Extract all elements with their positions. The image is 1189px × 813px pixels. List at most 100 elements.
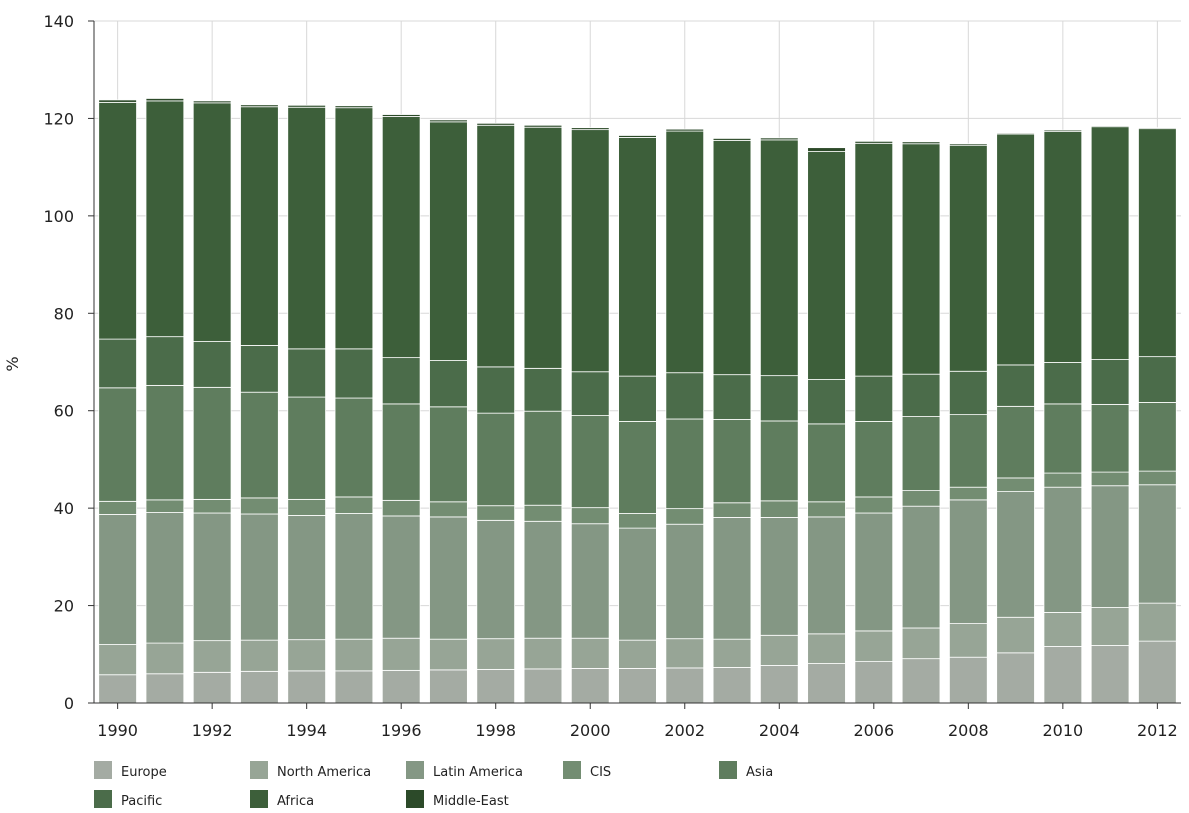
legend-item-north-america: North America bbox=[250, 761, 371, 780]
bar-stack-1996 bbox=[381, 114, 421, 704]
bar-segment bbox=[145, 100, 185, 338]
bar-stack-2002 bbox=[665, 128, 705, 704]
bar-segment bbox=[334, 496, 374, 514]
bar-stack-2012 bbox=[1138, 127, 1177, 704]
bar-stack-2006 bbox=[854, 140, 894, 704]
x-tick-label: 2004 bbox=[759, 721, 800, 740]
legend-label: Africa bbox=[277, 794, 314, 809]
bar-segment bbox=[665, 667, 705, 704]
legend-swatch bbox=[250, 761, 268, 779]
bar-segment bbox=[429, 119, 468, 123]
legend-item-pacific: Pacific bbox=[94, 790, 162, 809]
bar-segment bbox=[429, 501, 468, 518]
bar-segment bbox=[334, 107, 374, 350]
bar-segment bbox=[192, 341, 232, 388]
bars bbox=[98, 98, 1177, 704]
y-tick-label: 100 bbox=[43, 207, 74, 226]
bar-segment bbox=[665, 372, 705, 420]
bar-segment bbox=[665, 638, 705, 669]
x-tick-label: 1992 bbox=[192, 721, 233, 740]
bar-segment bbox=[381, 637, 421, 671]
bar-segment bbox=[854, 142, 894, 377]
bar-segment bbox=[901, 490, 941, 507]
bar-segment bbox=[759, 634, 799, 666]
bar-segment bbox=[381, 116, 421, 359]
legend-swatch bbox=[719, 761, 737, 779]
bar-stack-1998 bbox=[476, 122, 516, 704]
legend-swatch bbox=[406, 790, 424, 808]
bar-segment bbox=[1138, 356, 1177, 403]
bar-segment bbox=[523, 668, 563, 704]
bar-segment bbox=[523, 367, 563, 412]
y-tick-label: 140 bbox=[43, 12, 74, 31]
legend-swatch bbox=[563, 761, 581, 779]
bar-stack-2005 bbox=[807, 147, 846, 704]
bar-stack-1992 bbox=[192, 100, 232, 704]
bar-segment bbox=[996, 477, 1035, 492]
bar-segment bbox=[523, 520, 563, 639]
bar-segment bbox=[523, 410, 563, 506]
bar-segment bbox=[807, 151, 846, 380]
bar-stack-2008 bbox=[949, 143, 988, 704]
bar-segment bbox=[240, 345, 279, 393]
bar-stack-1999 bbox=[523, 124, 563, 704]
bar-segment bbox=[240, 513, 279, 641]
bar-segment bbox=[949, 144, 988, 372]
bar-segment bbox=[759, 500, 799, 518]
bar-segment bbox=[854, 512, 894, 632]
bar-segment bbox=[996, 491, 1035, 618]
bar-segment bbox=[618, 421, 657, 514]
bar-segment bbox=[618, 135, 657, 138]
bar-segment bbox=[570, 668, 610, 704]
bar-segment bbox=[949, 623, 988, 658]
bar-segment bbox=[429, 121, 468, 361]
bar-segment bbox=[807, 423, 846, 503]
bar-segment bbox=[523, 637, 563, 670]
legend-label: Europe bbox=[121, 765, 167, 780]
bar-segment bbox=[240, 497, 279, 515]
bar-segment bbox=[570, 129, 610, 373]
bar-segment bbox=[1043, 362, 1083, 405]
y-tick-label: 120 bbox=[43, 109, 74, 128]
bar-stack-2011 bbox=[1090, 125, 1130, 704]
legend-label: Latin America bbox=[433, 765, 523, 780]
bar-segment bbox=[429, 638, 468, 671]
bar-segment bbox=[334, 348, 374, 399]
legend-label: Pacific bbox=[121, 794, 162, 809]
bar-segment bbox=[996, 364, 1035, 407]
bar-segment bbox=[854, 630, 894, 662]
bar-segment bbox=[949, 656, 988, 704]
x-tick-label: 2008 bbox=[948, 721, 989, 740]
bar-segment bbox=[1043, 403, 1083, 474]
bar-segment bbox=[1043, 129, 1083, 132]
bar-segment bbox=[381, 357, 421, 405]
bar-stack-2003 bbox=[712, 138, 752, 704]
bar-segment bbox=[145, 98, 185, 102]
bar-segment bbox=[949, 414, 988, 488]
bar-segment bbox=[759, 375, 799, 422]
bar-segment bbox=[381, 114, 421, 117]
x-tick-label: 2010 bbox=[1042, 721, 1083, 740]
bar-segment bbox=[854, 140, 894, 144]
x-tick-label: 1996 bbox=[381, 721, 422, 740]
bar-segment bbox=[712, 516, 752, 640]
bar-segment bbox=[429, 669, 468, 704]
bar-segment bbox=[287, 348, 326, 398]
bar-segment bbox=[476, 505, 516, 521]
bar-segment bbox=[1090, 471, 1130, 487]
bar-segment bbox=[287, 104, 326, 108]
bar-segment bbox=[949, 486, 988, 501]
bar-segment bbox=[192, 512, 232, 642]
bar-segment bbox=[854, 421, 894, 498]
y-axis-title: % bbox=[3, 356, 22, 371]
bar-segment bbox=[901, 143, 941, 375]
legend-item-africa: Africa bbox=[250, 790, 314, 809]
bar-segment bbox=[476, 638, 516, 670]
bar-stack-2010 bbox=[1043, 129, 1083, 704]
legend-swatch bbox=[250, 790, 268, 808]
bar-segment bbox=[759, 137, 799, 141]
bar-segment bbox=[145, 336, 185, 386]
bar-segment bbox=[98, 101, 137, 340]
